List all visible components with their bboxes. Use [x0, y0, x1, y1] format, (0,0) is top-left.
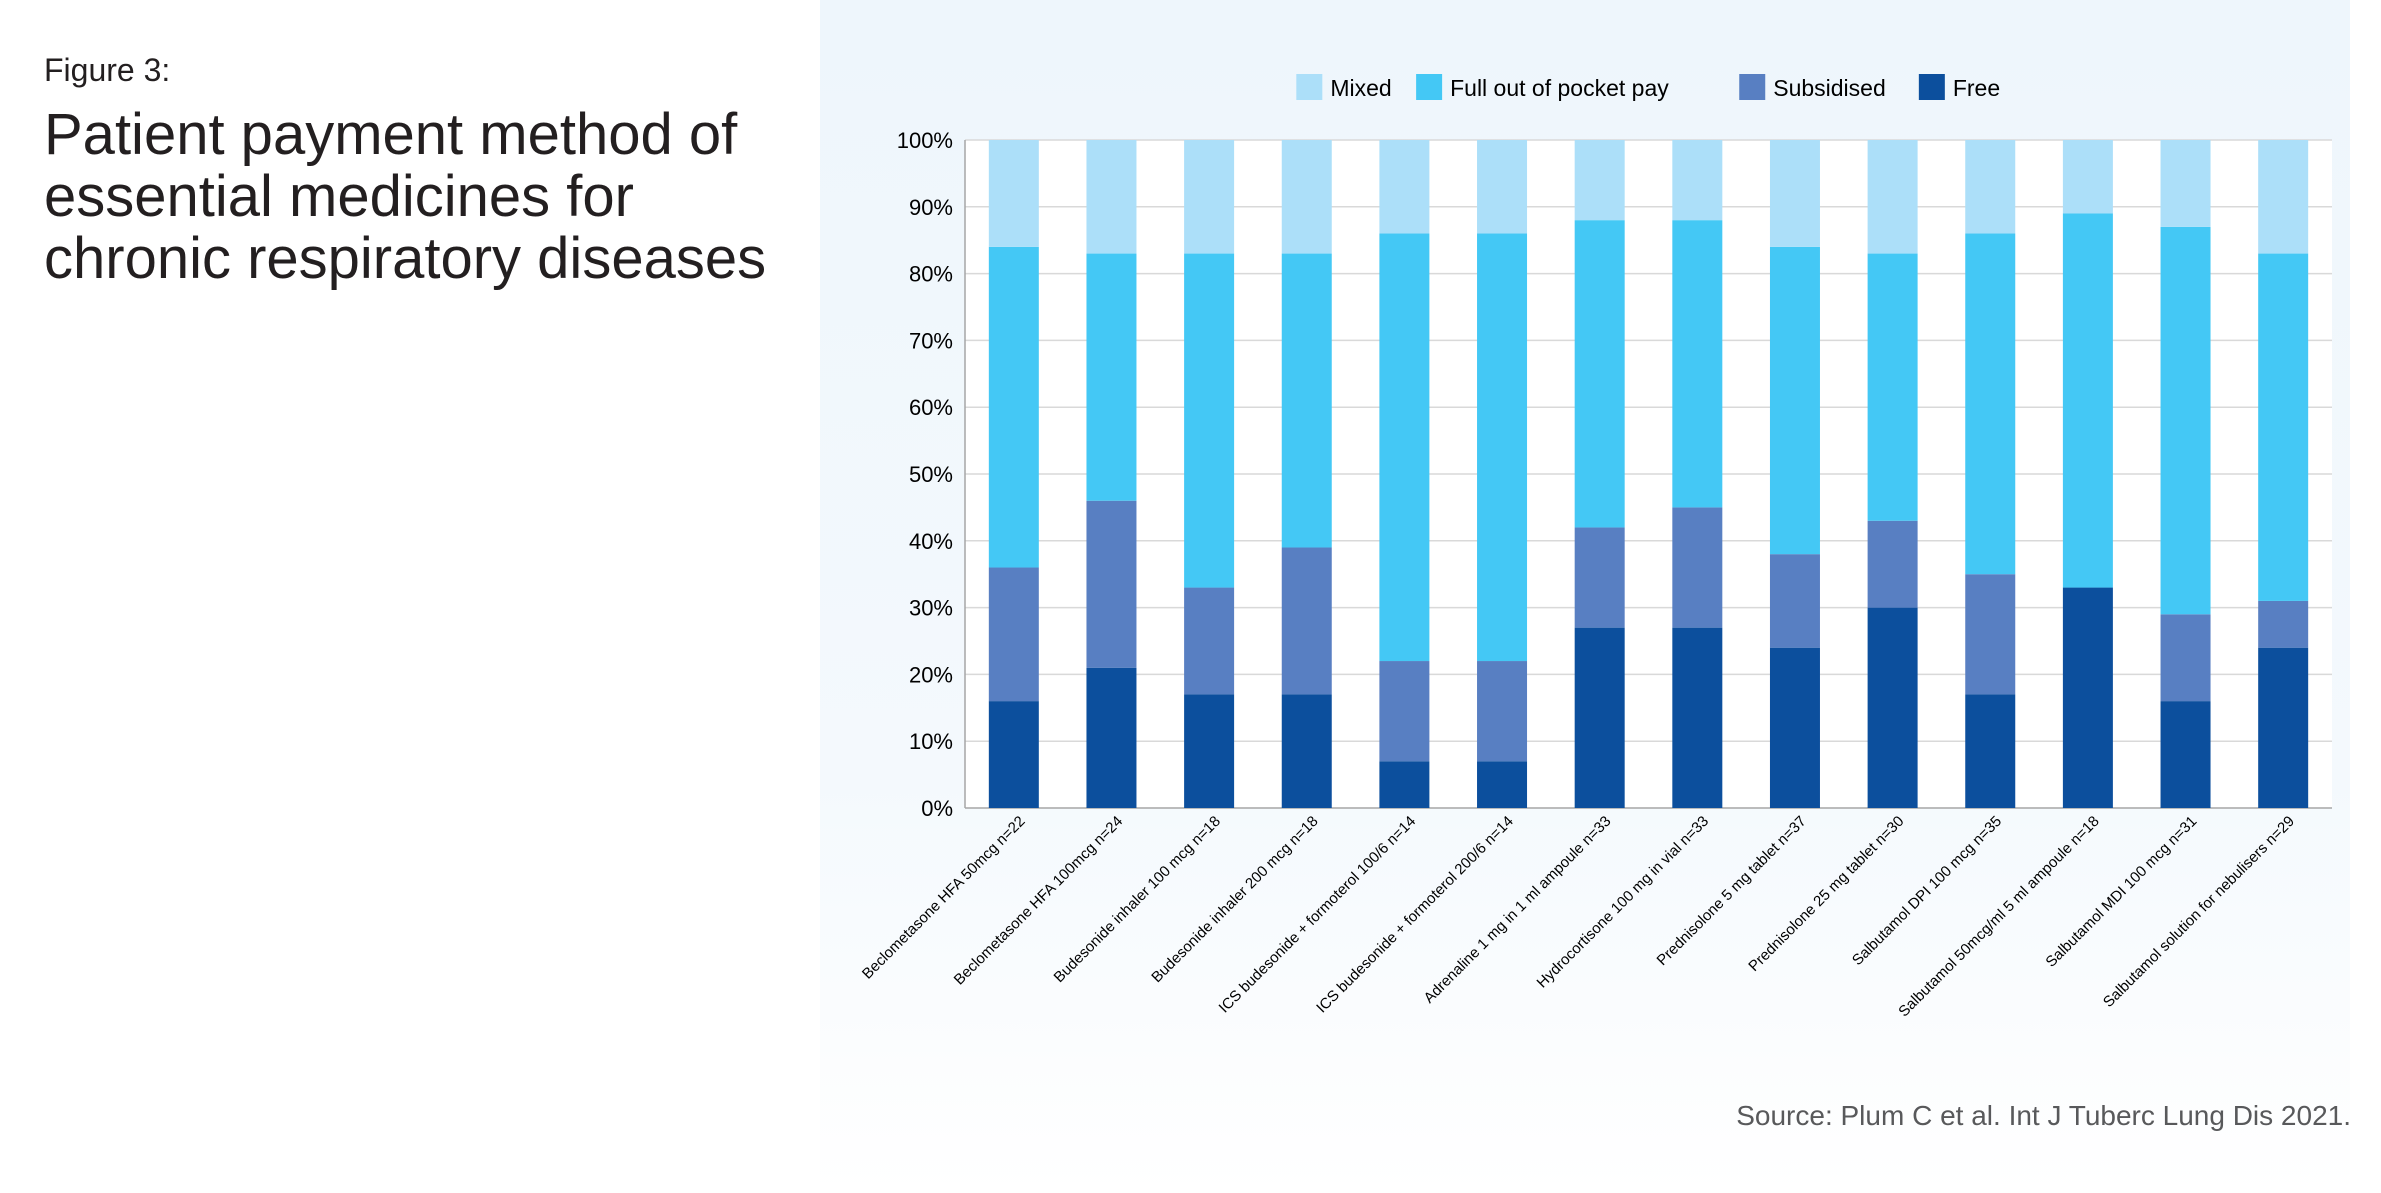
legend-swatch	[1739, 74, 1766, 100]
y-tick-label: 80%	[909, 262, 953, 287]
legend-label: Full out of pocket pay	[1450, 75, 1669, 101]
bar-segment-subsidised	[2160, 614, 2211, 702]
y-tick-label: 60%	[909, 395, 953, 420]
chart-panel: 0% 10% 20% 30% 40% 50% 60% 70% 80% 90% 100% Beclome…	[820, 0, 2350, 1193]
stacked-bar-chart: 0% 10% 20% 30% 40% 50% 60% 70% 80% 90% 100% Beclome…	[859, 74, 2332, 1020]
bar-segment-full-out-of-pocket-pay	[1672, 220, 1723, 508]
legend-label: Mixed	[1330, 75, 1391, 101]
x-category-label: Adrenaline 1 mg in 1 ml ampoule n=33	[1421, 813, 1615, 1007]
bar-segment-full-out-of-pocket-pay	[1867, 253, 1918, 521]
bar-segment-subsidised	[988, 567, 1039, 702]
x-category-label: ICS budesonide + formoterol 200/6 n=14	[1313, 813, 1517, 1017]
bar-segment-free	[1672, 627, 1723, 808]
bar-segment-free	[1867, 607, 1918, 808]
bar-segment-free	[2258, 647, 2309, 808]
bar-segment-free	[1769, 647, 1820, 808]
bar-segment-free	[2062, 587, 2113, 808]
x-category-label: Hydrocortisone 100 mg in vial n=33	[1534, 813, 1713, 992]
bar-segment-full-out-of-pocket-pay	[1184, 253, 1235, 588]
bar-segment-free	[988, 701, 1039, 808]
bar-segment-full-out-of-pocket-pay	[1965, 233, 2016, 575]
bar-segment-free	[1574, 627, 1625, 808]
bar-segment-subsidised	[1574, 527, 1625, 628]
x-category-label: Salbutamol 50mcg/ml 5 ml ampoule n=18	[1895, 813, 2102, 1020]
x-category-label: Budesonide inhaler 200 mcg n=18	[1148, 813, 1321, 986]
x-category-label: Prednisolone 25 mg tablet n=30	[1745, 813, 1907, 975]
bar-segment-full-out-of-pocket-pay	[1281, 253, 1332, 548]
bar-segment-mixed	[1184, 140, 1235, 254]
y-tick-label: 40%	[909, 529, 953, 554]
source-citation: Source: Plum C et al. Int J Tuberc Lung …	[1736, 1100, 2351, 1131]
x-category-label: Budesonide inhaler 100 mcg n=18	[1051, 813, 1224, 986]
bar-segment-full-out-of-pocket-pay	[2062, 213, 2113, 588]
bar-segment-mixed	[1672, 140, 1723, 221]
bar-segment-full-out-of-pocket-pay	[1574, 220, 1625, 528]
legend-label: Free	[1953, 75, 2000, 101]
bar-segment-mixed	[2258, 140, 2309, 254]
bar-segment-subsidised	[1672, 507, 1723, 628]
bar-segment-mixed	[1281, 140, 1332, 254]
bar-segment-subsidised	[1867, 520, 1918, 608]
y-tick-label: 90%	[909, 195, 953, 220]
bar-segment-full-out-of-pocket-pay	[1379, 233, 1430, 662]
figure-label: Figure 3:	[44, 52, 171, 88]
figure-title: Patient payment method of essential medi…	[44, 102, 767, 291]
bar-segment-full-out-of-pocket-pay	[1769, 246, 1820, 555]
bar-segment-subsidised	[1281, 547, 1332, 695]
x-category-label: Salbutamol solution for nebulisers n=29	[2100, 813, 2298, 1011]
bar-segment-subsidised	[1086, 500, 1137, 668]
bar-segment-full-out-of-pocket-pay	[2160, 226, 2211, 615]
bar-segment-subsidised	[1965, 574, 2016, 695]
bar-segment-free	[1281, 694, 1332, 808]
bar-segment-free	[1477, 761, 1528, 808]
y-tick-label: 20%	[909, 662, 953, 687]
legend-swatch	[1918, 74, 1945, 100]
bar-segment-full-out-of-pocket-pay	[988, 246, 1039, 568]
legend-label: Subsidised	[1773, 75, 1886, 101]
bar-segment-full-out-of-pocket-pay	[1477, 233, 1528, 662]
x-category-label: Beclometasone HFA 100mcg n=24	[951, 813, 1127, 989]
bar-segment-subsidised	[1477, 661, 1528, 762]
bar-segment-subsidised	[1379, 661, 1430, 762]
bar-segment-subsidised	[2258, 600, 2309, 648]
y-tick-label: 10%	[909, 729, 953, 754]
bar-segment-free	[2160, 701, 2211, 808]
bar-segment-free	[1086, 667, 1137, 808]
bar-segment-free	[1184, 694, 1235, 808]
bar-segment-mixed	[1769, 140, 1820, 247]
bar-segment-mixed	[1965, 140, 2016, 234]
x-category-label: ICS budesonide + formoterol 100/6 n=14	[1216, 813, 1420, 1017]
bar-segment-mixed	[988, 140, 1039, 247]
bar-segment-mixed	[1379, 140, 1430, 234]
bar-segment-full-out-of-pocket-pay	[1086, 253, 1137, 501]
bar-segment-mixed	[1477, 140, 1528, 234]
bar-segment-mixed	[2062, 140, 2113, 214]
x-category-label: Beclometasone HFA 50mcg n=22	[859, 813, 1029, 983]
y-tick-label: 100%	[897, 128, 953, 153]
bar-segment-full-out-of-pocket-pay	[2258, 253, 2309, 601]
y-tick-label: 0%	[921, 796, 953, 821]
legend-swatch	[1296, 74, 1323, 100]
bar-segment-mixed	[1574, 140, 1625, 221]
y-tick-label: 50%	[909, 462, 953, 487]
y-tick-label: 70%	[909, 328, 953, 353]
bar-segment-free	[1379, 761, 1430, 808]
bar-segment-mixed	[2160, 140, 2211, 227]
bar-segment-mixed	[1086, 140, 1137, 254]
y-tick-label: 30%	[909, 596, 953, 621]
bar-segment-free	[1965, 694, 2016, 808]
bar-segment-mixed	[1867, 140, 1918, 254]
legend-swatch	[1416, 74, 1443, 100]
bar-segment-subsidised	[1184, 587, 1235, 695]
bar-segment-subsidised	[1769, 554, 1820, 648]
